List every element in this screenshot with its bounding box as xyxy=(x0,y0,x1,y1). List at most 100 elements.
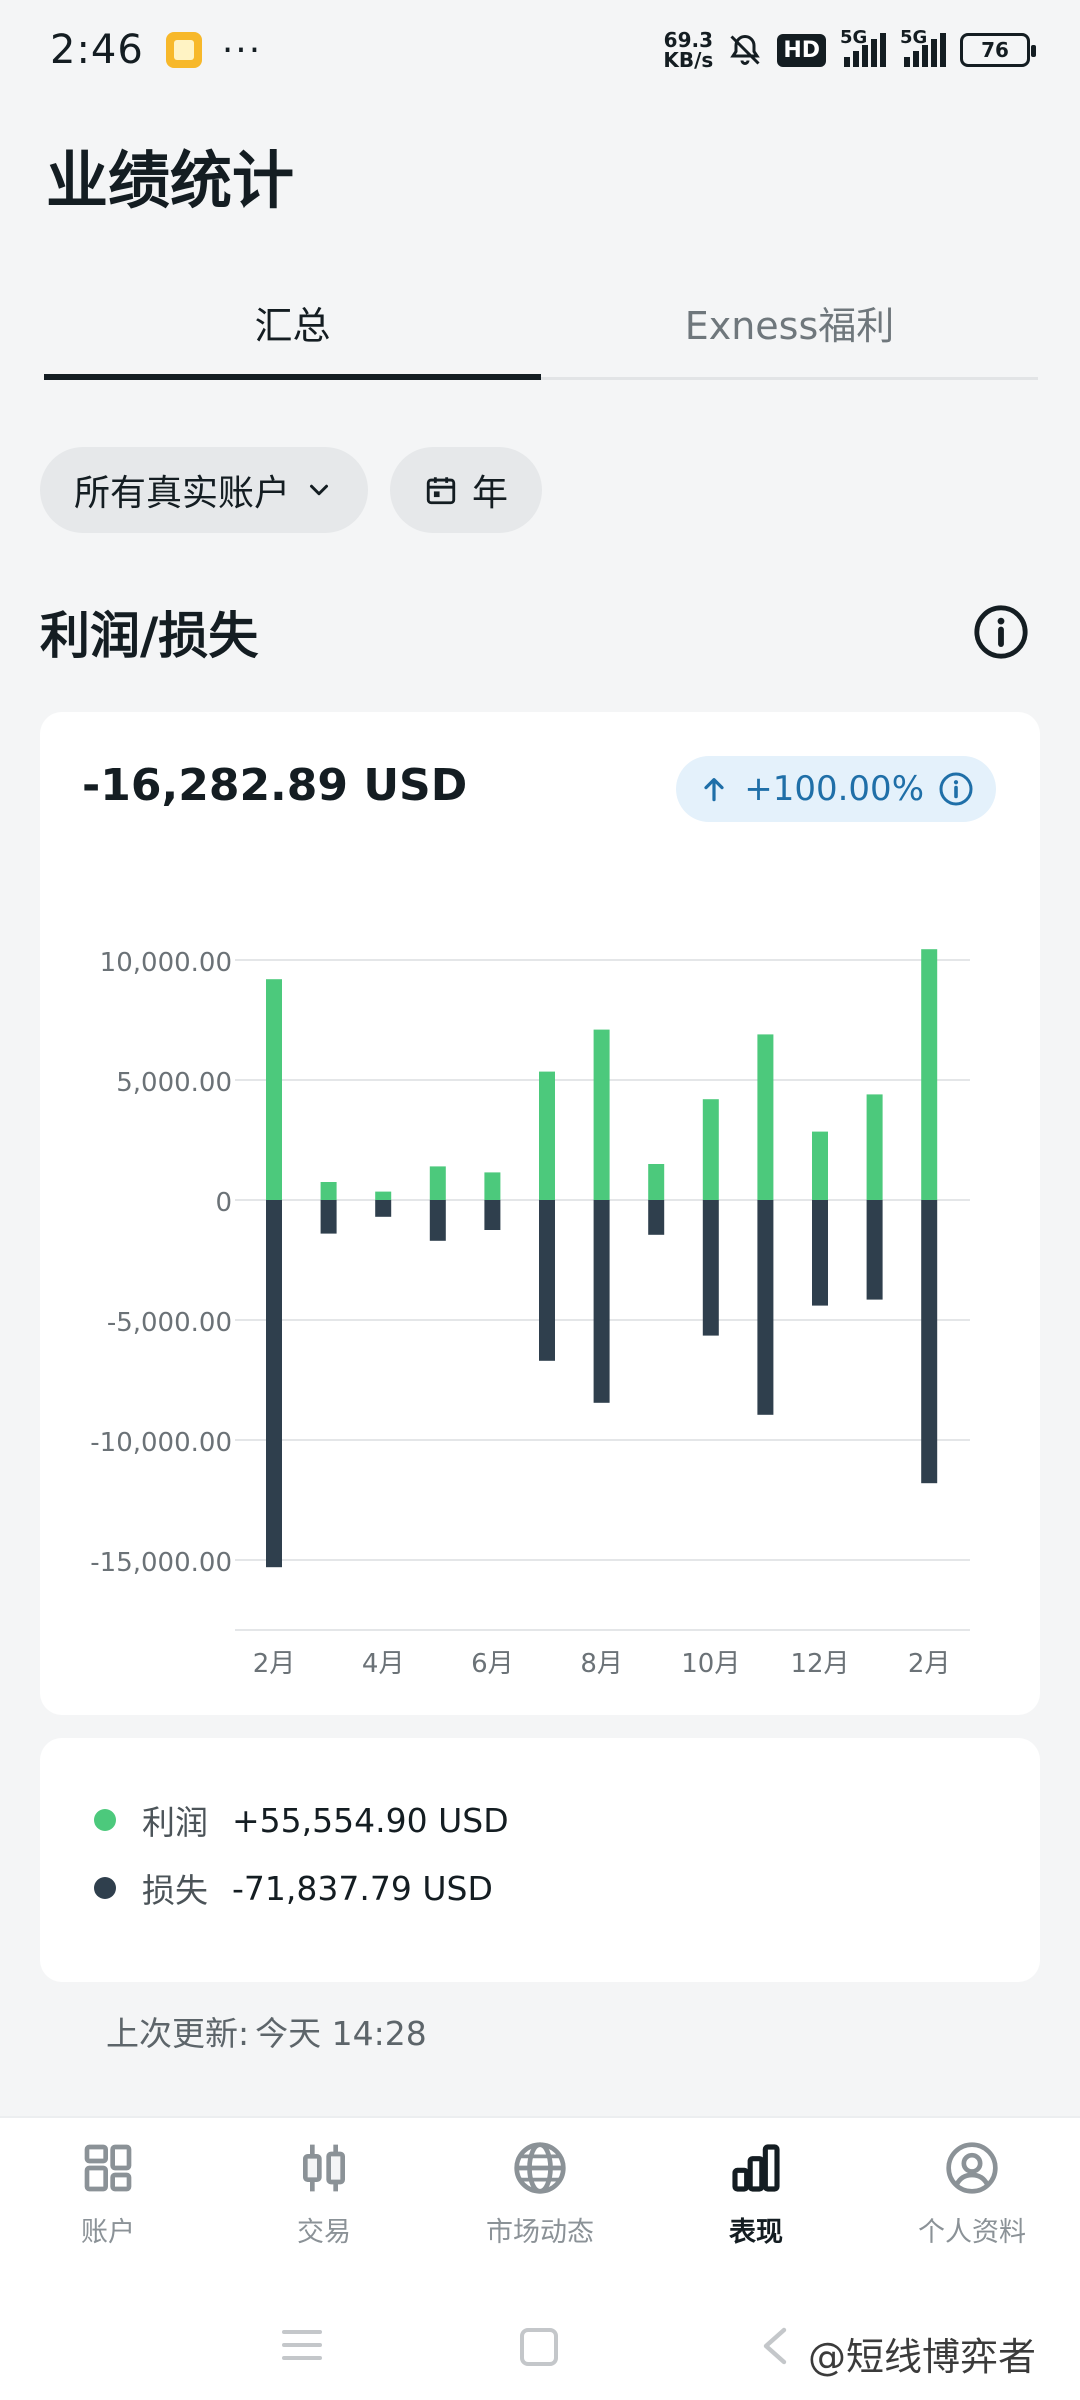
profit-bar[interactable] xyxy=(539,1071,555,1200)
profit-bar[interactable] xyxy=(320,1182,337,1200)
profit-bar[interactable] xyxy=(648,1164,665,1200)
legend-name: 损失 xyxy=(142,1871,208,1910)
nav-label: 个人资料 xyxy=(918,2217,1026,2248)
change-badge[interactable]: +100.00% xyxy=(676,756,996,822)
x-tick-label: 4月 xyxy=(362,1649,405,1679)
tab-exness-benefits[interactable]: Exness福利 xyxy=(684,304,895,348)
profit-bar[interactable] xyxy=(593,1029,610,1200)
loss-bar[interactable] xyxy=(866,1200,883,1300)
bottom-nav: 账户 交易 市场动态 表现 个 xyxy=(0,2116,1080,2296)
y-tick-label: -5,000.00 xyxy=(107,1308,232,1338)
dashboard-icon xyxy=(84,2144,132,2192)
legend-profit: 利润 +55,554.90 USD xyxy=(94,1796,509,1844)
nav-trade[interactable]: 交易 xyxy=(216,2118,432,2296)
app-icon xyxy=(165,32,202,68)
loss-bar[interactable] xyxy=(757,1200,774,1415)
loss-bar[interactable] xyxy=(702,1200,719,1336)
legend-name: 利润 xyxy=(142,1803,208,1842)
y-tick-label: 0 xyxy=(215,1188,232,1218)
loss-bar[interactable] xyxy=(320,1200,337,1234)
loss-bar[interactable] xyxy=(539,1200,555,1361)
signal-icon: 5G xyxy=(840,27,886,67)
nav-label: 表现 xyxy=(729,2217,783,2248)
arrow-up-icon xyxy=(704,778,724,802)
x-tick-label: 10月 xyxy=(681,1649,740,1679)
x-tick-label: 8月 xyxy=(580,1649,623,1679)
hd-badge: HD xyxy=(777,33,826,67)
nav-accounts[interactable]: 账户 xyxy=(0,2118,216,2296)
candlestick-icon xyxy=(303,2144,345,2192)
y-tick-label: 10,000.00 xyxy=(100,948,232,978)
x-tick-label: 6月 xyxy=(471,1649,514,1679)
loss-bar[interactable] xyxy=(648,1200,665,1235)
more-notifications-icon: ··· xyxy=(221,29,263,71)
nav-market-news[interactable]: 市场动态 xyxy=(432,2118,648,2296)
nav-label: 交易 xyxy=(297,2217,351,2248)
legend-dot-loss xyxy=(94,1877,116,1899)
globe-icon xyxy=(514,2142,566,2194)
period-filter-button[interactable]: 年 xyxy=(390,447,543,533)
home-button[interactable] xyxy=(520,2328,558,2366)
profit-bar[interactable] xyxy=(702,1099,719,1200)
profit-bar[interactable] xyxy=(375,1191,392,1200)
profit-bar[interactable] xyxy=(266,979,282,1200)
profit-bar[interactable] xyxy=(757,1034,774,1200)
calendar-icon xyxy=(426,477,456,505)
status-time: 2:46 xyxy=(50,27,144,73)
status-bar: 2:46 ··· 69.3 KB/s HD 5G 5G 76 xyxy=(0,0,1080,100)
back-icon[interactable] xyxy=(760,2326,790,2366)
loss-bar[interactable] xyxy=(593,1200,610,1403)
status-indicators: 69.3 KB/s HD 5G 5G 76 xyxy=(663,27,1036,72)
profit-bar[interactable] xyxy=(484,1172,501,1200)
section-header: 利润/损失 xyxy=(40,596,1030,668)
legend-loss: 损失 -71,837.79 USD xyxy=(94,1864,493,1912)
info-icon[interactable] xyxy=(972,603,1030,661)
account-filter-dropdown[interactable]: 所有真实账户 xyxy=(40,447,369,533)
loss-bar[interactable] xyxy=(429,1200,446,1241)
profit-bar[interactable] xyxy=(812,1131,828,1200)
y-tick-label: -15,000.00 xyxy=(90,1548,232,1578)
account-filter-label: 所有真实账户 xyxy=(74,473,291,514)
y-tick-label: -10,000.00 xyxy=(90,1428,232,1458)
info-icon xyxy=(939,772,973,806)
change-percent: +100.00% xyxy=(744,769,924,809)
nav-label: 市场动态 xyxy=(486,2217,594,2248)
last-updated-value: 今天 14:28 xyxy=(255,2014,427,2053)
profit-loss-chart-card: -16,282.89 USD +100.00% 10,000.00 5,000.0… xyxy=(40,712,1040,1715)
profile-icon xyxy=(946,2142,998,2194)
legend-dot-profit xyxy=(94,1809,116,1831)
profit-bar[interactable] xyxy=(921,949,938,1200)
recent-apps-button[interactable] xyxy=(282,2330,322,2369)
tab-summary[interactable]: 汇总 xyxy=(44,268,541,380)
loss-bar[interactable] xyxy=(812,1200,828,1306)
section-title: 利润/损失 xyxy=(40,607,259,665)
loss-bar[interactable] xyxy=(375,1200,392,1217)
last-updated: 上次更新: 今天 14:28 xyxy=(106,2007,427,2055)
network-speed: 69.3 KB/s xyxy=(663,28,714,72)
tab-bar: 汇总 Exness福利 xyxy=(44,268,1038,380)
nav-profile[interactable]: 个人资料 xyxy=(864,2118,1080,2296)
x-tick-label: 2月 xyxy=(253,1649,296,1679)
battery-icon: 76 xyxy=(960,33,1036,67)
loss-bar[interactable] xyxy=(484,1200,501,1230)
page-title: 业绩统计 xyxy=(46,144,295,217)
watermark: @短线博弈者 xyxy=(808,2335,1037,2379)
period-filter-label: 年 xyxy=(472,473,509,514)
profit-bar[interactable] xyxy=(429,1166,446,1200)
profit-loss-bar-chart: 10,000.00 5,000.00 0 -5,000.00 -10,000.00 -15… xyxy=(90,948,970,1679)
x-tick-label: 2月 xyxy=(908,1649,951,1679)
y-tick-label: 5,000.00 xyxy=(116,1068,232,1098)
legend-card: 利润 +55,554.90 USD 损失 -71,837.79 USD xyxy=(40,1738,1040,1982)
x-tick-label: 12月 xyxy=(790,1649,849,1679)
bar-chart-icon xyxy=(732,2144,780,2192)
system-nav-bar: @短线博弈者 xyxy=(0,2296,1080,2400)
loss-bar[interactable] xyxy=(921,1200,938,1484)
nav-performance[interactable]: 表现 xyxy=(648,2118,864,2296)
loss-bar[interactable] xyxy=(266,1200,282,1568)
legend-value: -71,837.79 USD xyxy=(232,1868,493,1908)
mute-bell-icon xyxy=(730,34,761,65)
nav-label: 账户 xyxy=(81,2217,135,2248)
last-updated-label: 上次更新: xyxy=(106,2014,250,2053)
filter-row: 所有真实账户 年 xyxy=(40,447,543,533)
profit-bar[interactable] xyxy=(866,1094,883,1200)
